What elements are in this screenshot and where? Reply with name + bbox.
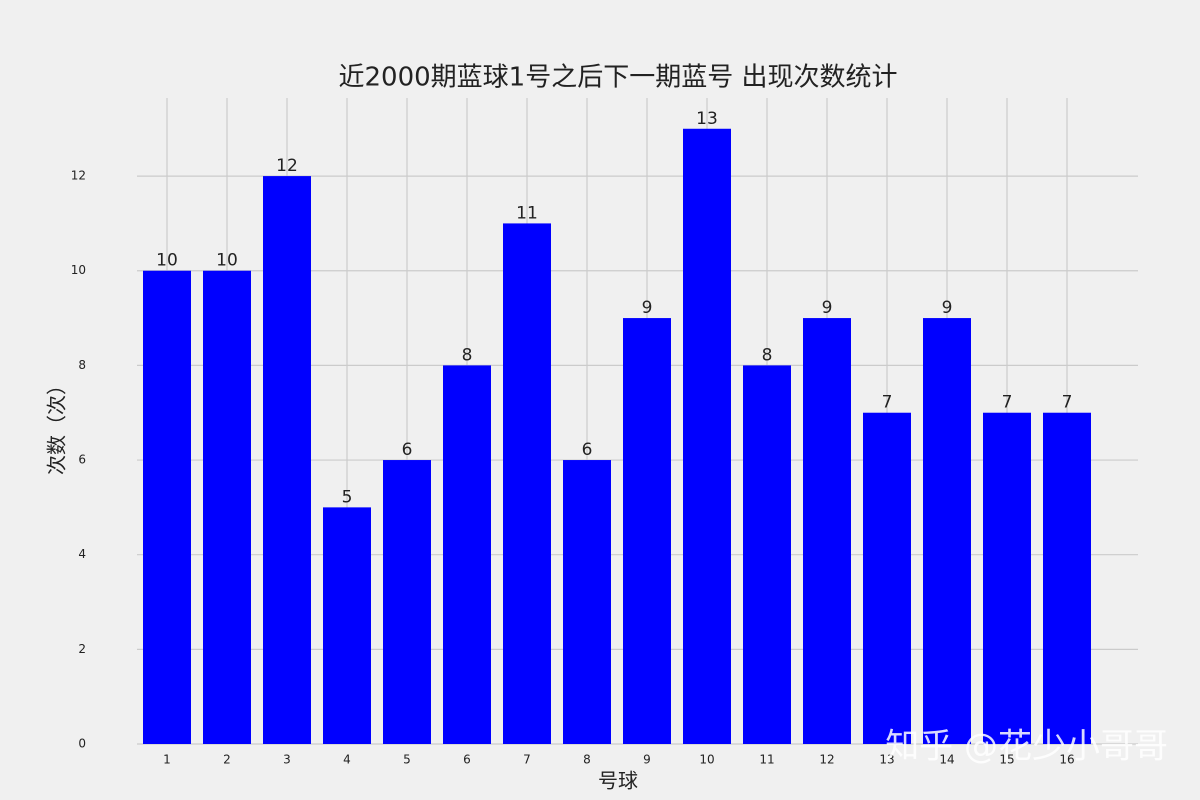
x-tick-label: 9 — [643, 753, 651, 767]
y-tick-label: 0 — [78, 737, 86, 751]
chart-title: 近2000期蓝球1号之后下一期蓝号 出现次数统计 — [339, 63, 898, 93]
bar — [743, 365, 791, 744]
bar — [1043, 412, 1091, 744]
bar — [863, 412, 911, 744]
x-tick-label: 15 — [999, 753, 1014, 767]
value-label: 6 — [582, 440, 593, 460]
y-tick-label: 6 — [78, 453, 86, 467]
bar — [383, 460, 431, 744]
x-tick-label: 3 — [283, 753, 291, 767]
x-tick-label: 6 — [463, 753, 471, 767]
x-tick-label: 1 — [163, 753, 171, 767]
value-label: 9 — [642, 298, 653, 318]
bar — [803, 318, 851, 744]
bar — [623, 318, 671, 744]
x-tick-label: 10 — [699, 753, 714, 767]
y-tick-label: 10 — [71, 263, 86, 277]
value-label: 6 — [402, 440, 413, 460]
x-tick-label: 11 — [759, 753, 774, 767]
value-label: 11 — [516, 203, 538, 223]
bar — [563, 460, 611, 744]
value-label: 13 — [696, 109, 718, 129]
value-label: 12 — [276, 156, 298, 176]
x-tick-label: 13 — [879, 753, 894, 767]
x-tick-label: 14 — [939, 753, 954, 767]
y-axis-label: 次数（次） — [45, 375, 69, 475]
value-label: 10 — [156, 251, 178, 271]
bar — [503, 223, 551, 744]
value-label: 7 — [1002, 393, 1013, 413]
x-axis-label: 号球 — [598, 769, 638, 793]
x-tick-label: 7 — [523, 753, 531, 767]
watermark: 知乎 @花少小哥哥 — [885, 727, 1168, 767]
bar — [263, 176, 311, 745]
value-label: 9 — [822, 298, 833, 318]
y-tick-label: 8 — [78, 358, 86, 372]
value-label: 7 — [882, 393, 893, 413]
bar — [143, 270, 191, 744]
bar — [923, 318, 971, 744]
x-tick-label: 8 — [583, 753, 591, 767]
x-tick-label: 16 — [1059, 753, 1074, 767]
value-label: 5 — [342, 487, 353, 507]
value-label: 7 — [1062, 393, 1073, 413]
y-tick-label: 2 — [78, 642, 86, 656]
x-tick-label: 2 — [223, 753, 231, 767]
value-label: 9 — [942, 298, 953, 318]
bar — [443, 365, 491, 744]
bar — [323, 507, 371, 744]
x-tick-label: 5 — [403, 753, 411, 767]
bar — [683, 128, 731, 744]
value-label: 8 — [462, 345, 473, 365]
bar — [983, 412, 1031, 744]
y-tick-label: 12 — [71, 169, 86, 183]
y-tick-label: 4 — [78, 547, 86, 561]
bar — [203, 270, 251, 744]
x-tick-label: 4 — [343, 753, 351, 767]
value-label: 8 — [762, 345, 773, 365]
value-label: 10 — [216, 251, 238, 271]
x-tick-label: 12 — [819, 753, 834, 767]
